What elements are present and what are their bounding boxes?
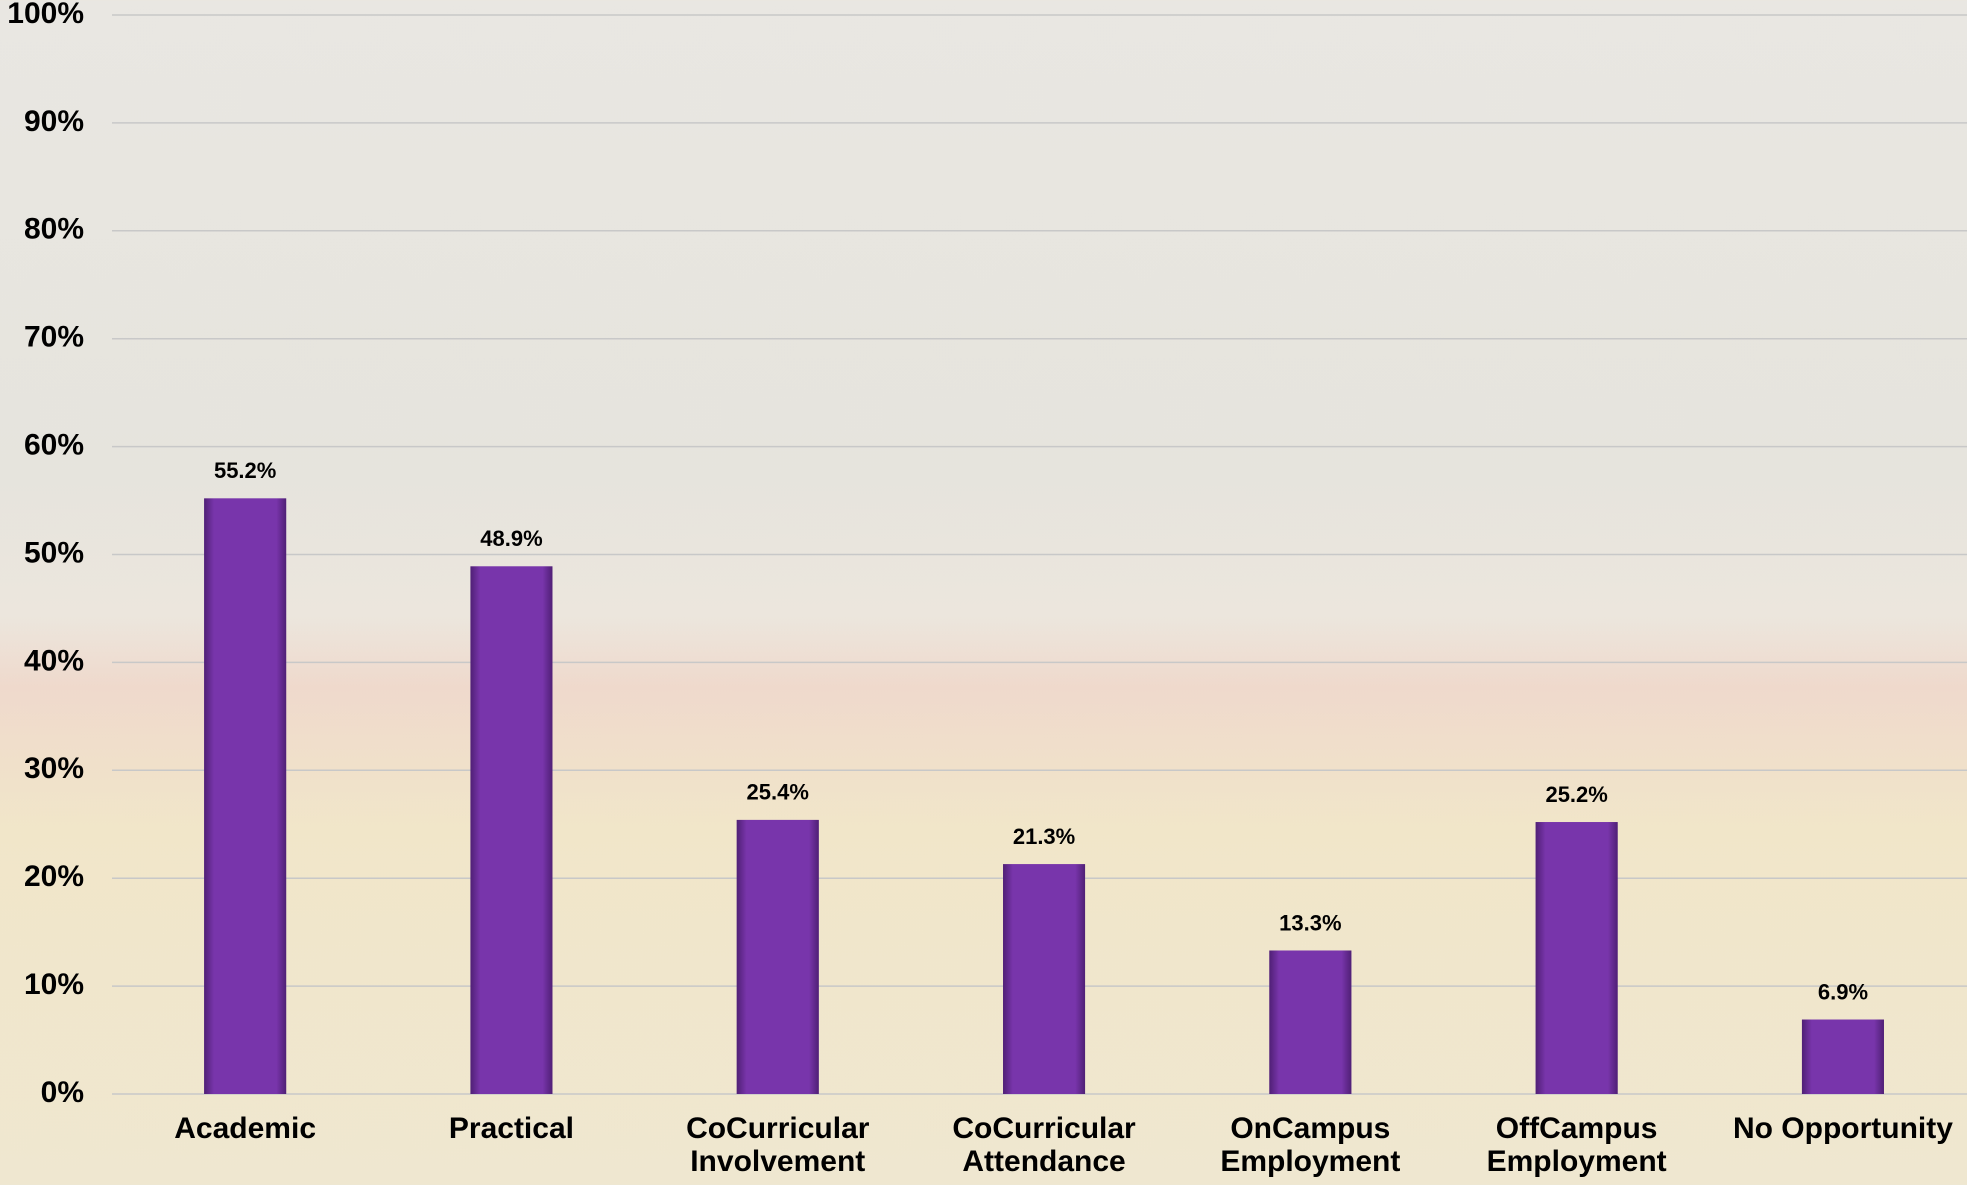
x-tick-label: Practical [448,1112,574,1145]
y-tick-label: 100% [7,0,84,30]
x-tick-label: CoCurricular Involvement [686,1112,870,1178]
x-tick-label: No Opportunity [1732,1112,1953,1145]
y-tick-label: 90% [24,105,84,138]
y-tick-label: 60% [24,429,84,462]
y-tick-label: 70% [24,321,84,354]
y-tick-label: 20% [24,860,84,893]
value-label: 13.3% [1279,910,1341,935]
x-tick-label: Academic [174,1112,317,1145]
bar-bevel [736,819,819,1094]
value-label: 55.2% [214,458,276,483]
y-tick-label: 40% [24,644,84,677]
bar-bevel [1535,822,1618,1094]
bar-bevel [1269,950,1352,1094]
y-tick-label: 0% [41,1076,84,1109]
y-tick-label: 50% [24,536,84,569]
x-tick-label: CoCurricular Attendance [952,1112,1136,1178]
value-label: 25.4% [747,780,809,805]
value-label: 25.2% [1545,782,1607,807]
y-tick-label: 30% [24,752,84,785]
y-tick-label: 80% [24,213,84,246]
bar-bevel [1801,1019,1884,1094]
value-label: 21.3% [1013,824,1075,849]
bar-bevel [1003,864,1086,1094]
x-tick-label: OnCampus Employment [1220,1112,1401,1178]
y-tick-label: 10% [24,968,84,1001]
value-label: 6.9% [1818,979,1868,1004]
value-label: 48.9% [480,526,542,551]
x-tick-label: OffCampus Employment [1486,1112,1667,1178]
bar-bevel [204,498,287,1095]
bar-bevel [470,566,553,1094]
